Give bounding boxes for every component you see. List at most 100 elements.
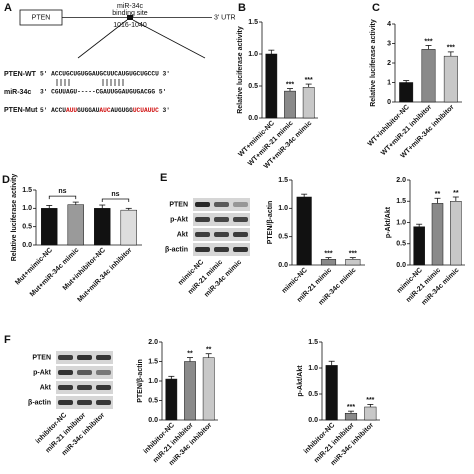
sequence-segment: AUU [66, 107, 77, 114]
significance: ** [206, 347, 212, 354]
y-tick-label: 1.0 [396, 219, 406, 226]
y-tick-label: 0.5 [248, 83, 258, 90]
bar [325, 365, 338, 421]
sequence-segment: 3' [159, 107, 170, 114]
y-tick-label: 1.0 [22, 205, 32, 212]
blot-band [214, 247, 229, 252]
bar [364, 406, 377, 421]
mut-sequence: 5' ACCUAUUGUGGAUAUCAUGUGGUCUAUUC 3' [40, 107, 170, 114]
protein-label: β-actin [165, 246, 188, 253]
blot-band [96, 400, 111, 405]
y-tick-label: 2.0 [396, 177, 406, 184]
blot-band [96, 385, 111, 390]
bar [421, 49, 436, 103]
x-tick-label: WT+inhibitor-NC [367, 104, 411, 148]
bar [302, 87, 315, 119]
y-tick-label: 1.0 [308, 365, 318, 372]
y-tick-label: 1.5 [248, 19, 258, 26]
significance: *** [286, 81, 294, 88]
y-axis-label: p-Akt/Akt [385, 206, 392, 238]
row-name: miR-34c [4, 89, 31, 96]
blot-band [233, 217, 248, 222]
y-tick-label: 0.0 [308, 417, 318, 424]
protein-label: β-actin [28, 399, 51, 406]
bar [413, 226, 425, 266]
sequence-segment: AUC [99, 107, 110, 114]
panel-letter: A [4, 2, 12, 14]
blot-band [77, 370, 92, 375]
significance: ns [111, 191, 119, 198]
significance: *** [324, 250, 332, 257]
protein-label: PTEN [169, 201, 188, 208]
y-tick-label: 0.5 [308, 391, 318, 398]
bar [94, 208, 111, 246]
blot-band [233, 232, 248, 237]
y-tick-label: 3 [387, 40, 391, 47]
blot-band [195, 202, 210, 207]
y-tick-label: 0.0 [278, 262, 288, 269]
blot-band [195, 217, 210, 222]
y-axis-label: Relative luciferase activity [370, 19, 377, 107]
y-tick-label: 1.5 [22, 187, 32, 194]
y-tick-label: 1.5 [308, 339, 318, 346]
y-tick-label: 1.5 [278, 177, 288, 184]
blot-band [233, 202, 248, 207]
gene-label: PTEN [32, 14, 51, 21]
panel-letter: B [238, 2, 246, 14]
y-axis-label: p-Akt/Akt [297, 365, 304, 397]
y-tick-label: 0.5 [148, 397, 158, 404]
x-tick-label: Mut+miR-34c mimic [29, 247, 81, 299]
y-tick-label: 0.0 [396, 262, 406, 269]
bracket [48, 195, 77, 200]
y-tick-label: 0.5 [278, 234, 288, 241]
y-tick-label: 0.0 [148, 417, 158, 424]
protein-label: Akt [40, 384, 52, 391]
blot-band [195, 232, 210, 237]
significance: *** [347, 404, 355, 411]
bar [431, 203, 444, 266]
panel-letter: E [160, 172, 167, 184]
y-tick-label: 1.0 [278, 205, 288, 212]
sequence-segment: GUGGAU [77, 107, 100, 114]
row-name: PTEN-Mut [4, 107, 38, 114]
blot-band [214, 217, 229, 222]
y-tick-label: 0.5 [396, 241, 406, 248]
significance: *** [424, 38, 432, 45]
x-tick-label: Mut+miR-34c inhibitor [76, 247, 133, 304]
zoom-line [77, 19, 128, 59]
blot-band [58, 400, 73, 405]
bar [165, 378, 178, 421]
zoom-line [132, 19, 206, 59]
significance: ** [453, 190, 459, 197]
sequence: 5' ACCUGCUGUGGAUGCUUCAUGUGCUGCCU 3' [40, 71, 170, 78]
site-label: miR-34c [117, 3, 144, 10]
bar [443, 55, 458, 103]
site-range: 1016-1040 [113, 22, 147, 29]
significance: ** [435, 191, 441, 198]
blot-band [58, 355, 73, 360]
y-tick-label: 1 [387, 79, 391, 86]
utr-label: 3' UTR [214, 14, 236, 21]
site-mark [127, 15, 133, 20]
y-tick-label: 4 [387, 21, 391, 28]
row-name: PTEN-WT [4, 71, 37, 78]
y-tick-label: 2 [387, 60, 391, 67]
protein-label: PTEN [32, 354, 51, 361]
blot-band [96, 355, 111, 360]
y-tick-label: 1.0 [248, 51, 258, 58]
blot-band [77, 385, 92, 390]
bar [265, 53, 278, 119]
bar [41, 208, 58, 246]
significance: *** [447, 45, 455, 52]
blot-band [214, 202, 229, 207]
significance: *** [366, 397, 374, 404]
significance: *** [349, 250, 357, 257]
bar [120, 209, 137, 246]
blot-band [77, 355, 92, 360]
bar [202, 357, 215, 421]
bar [345, 259, 361, 266]
blot-band [58, 385, 73, 390]
sequence-segment: AUGUGG [111, 107, 134, 114]
